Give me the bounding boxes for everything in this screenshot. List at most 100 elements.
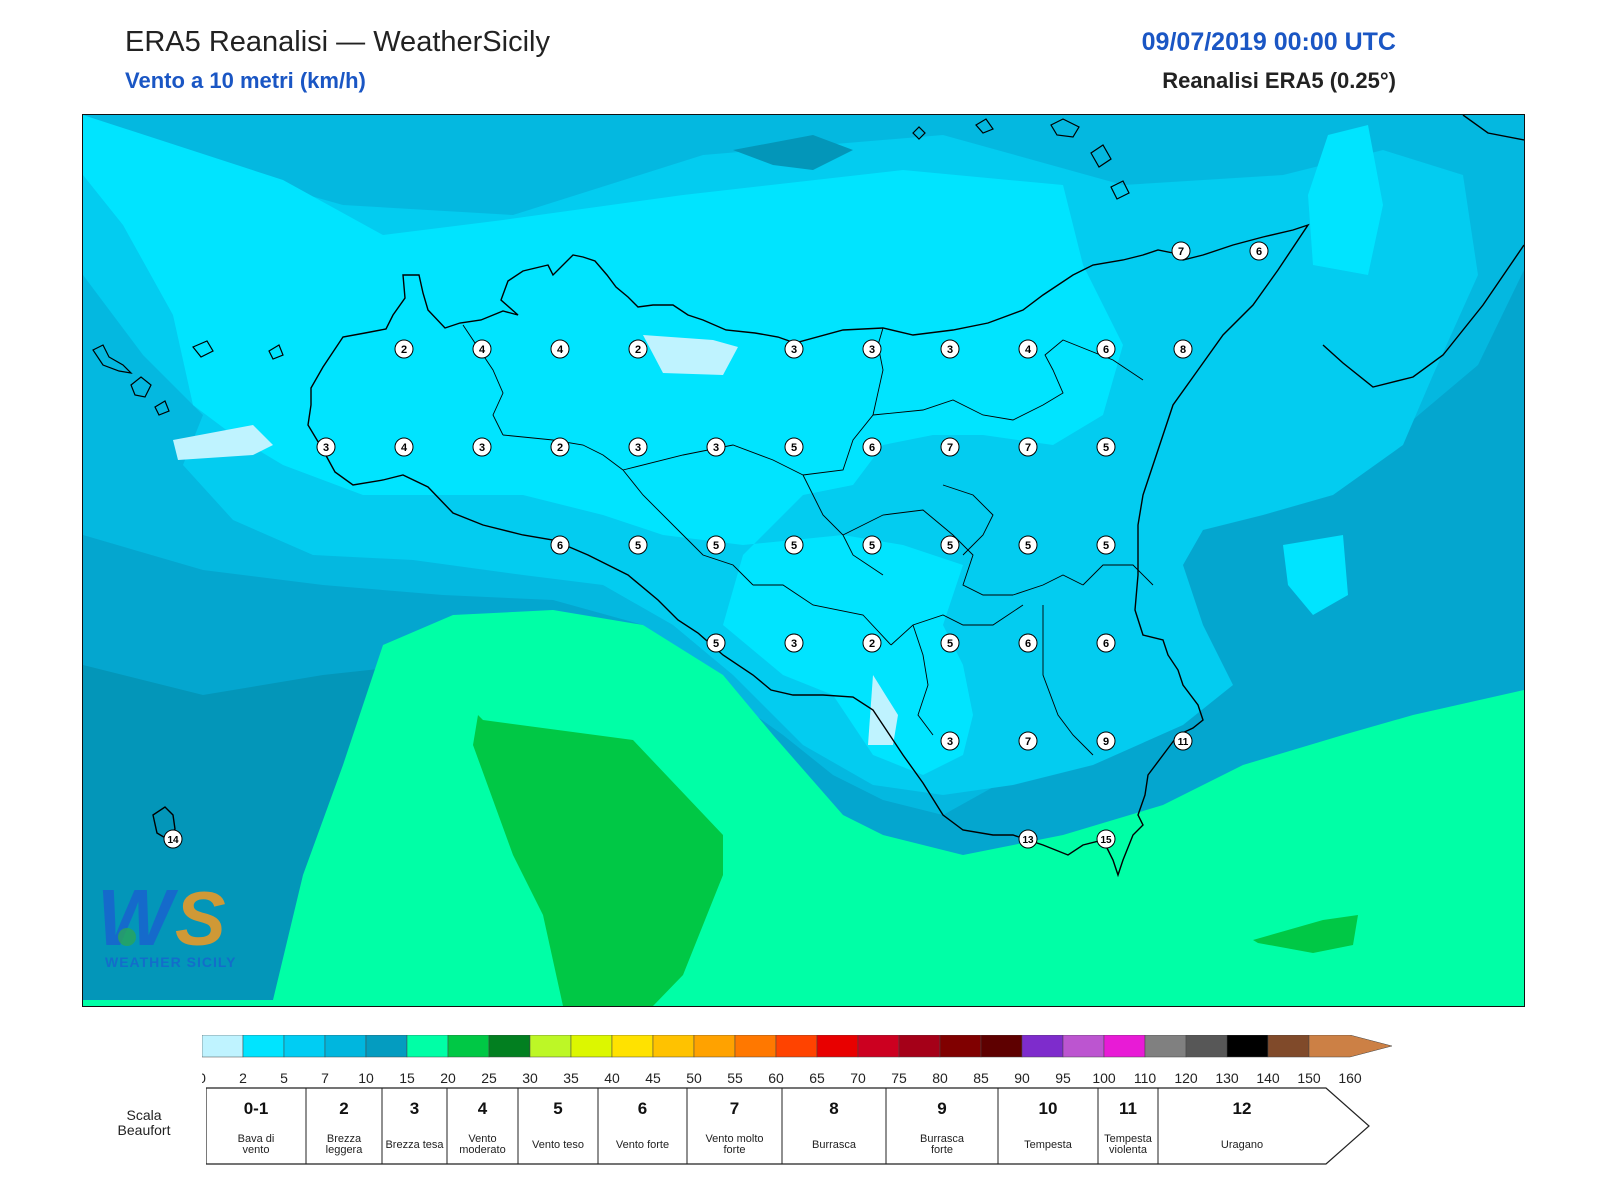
station-value: 5 (1103, 442, 1109, 454)
beaufort-scale: 0-1 Bava di vento 2 Brezza leggera 3 Brezza tes… (206, 1087, 1370, 1165)
station-value: 9 (1103, 736, 1109, 748)
beaufort-description: Bava di vento (238, 1133, 275, 1156)
station-value: 2 (869, 638, 875, 650)
station-value: 3 (713, 442, 719, 454)
station-marker: 5 (784, 535, 804, 555)
beaufort-description: Brezza tesa (385, 1139, 444, 1151)
station-value: 13 (1022, 835, 1034, 846)
colorbar-cell (283, 1035, 326, 1058)
colorbar-cell (365, 1035, 408, 1058)
colorbar-tick-label: 100 (1092, 1070, 1116, 1086)
station-marker: 5 (862, 535, 882, 555)
station-marker: 6 (1096, 633, 1116, 653)
colorbar-tick-label: 2 (239, 1070, 247, 1086)
colorbar-cell (242, 1035, 285, 1058)
colorbar-tick-label: 130 (1215, 1070, 1239, 1086)
station-value: 7 (947, 442, 953, 454)
station-value: 5 (947, 540, 953, 552)
colorbar-tick-label: 35 (563, 1070, 579, 1086)
beaufort-description: Vento moderato (459, 1133, 505, 1156)
wind-speed-fills (83, 115, 1524, 1006)
station-value: 11 (1178, 737, 1189, 748)
colorbar-cell (775, 1035, 818, 1058)
station-value: 3 (323, 442, 329, 454)
colorbar-cell (406, 1035, 449, 1058)
station-marker: 6 (1096, 339, 1116, 359)
station-marker: 5 (940, 535, 960, 555)
station-marker: 3 (784, 339, 804, 359)
map-title: ERA5 Reanalisi — WeatherSicily (125, 26, 550, 58)
svg-text:S: S (175, 877, 226, 962)
station-value: 6 (1256, 246, 1262, 258)
station-marker: 8 (1173, 339, 1193, 359)
colorbar-cell (447, 1035, 490, 1058)
map-subtitle: Vento a 10 metri (km/h) (125, 68, 366, 93)
colorbar-cell (1144, 1035, 1187, 1058)
station-marker: 2 (550, 437, 570, 457)
station-marker: 4 (394, 437, 414, 457)
colorbar-tick-label: 40 (604, 1070, 620, 1086)
station-value: 7 (1025, 442, 1031, 454)
station-value: 3 (869, 344, 875, 356)
colorbar-tick-label: 70 (850, 1070, 866, 1086)
colorbar-tick-label: 160 (1338, 1070, 1362, 1086)
station-marker: 3 (706, 437, 726, 457)
colorbar-tick-label: 20 (440, 1070, 456, 1086)
station-value: 3 (479, 442, 485, 454)
station-marker: 5 (1096, 437, 1116, 457)
station-marker: 5 (1018, 535, 1038, 555)
colorbar-cell (980, 1035, 1023, 1058)
beaufort-description: Tempesta (1024, 1139, 1073, 1151)
station-value: 6 (1025, 638, 1031, 650)
colorbar-cell (202, 1035, 244, 1058)
station-value: 7 (1025, 736, 1031, 748)
colorbar-cell (816, 1035, 859, 1058)
station-marker: 3 (784, 633, 804, 653)
colorbar-cell (611, 1035, 654, 1058)
colorbar-tick-label: 80 (932, 1070, 948, 1086)
colorbar-cell (1185, 1035, 1228, 1058)
colorbar-tick-label: 7 (321, 1070, 329, 1086)
colorbar-tick-label: 65 (809, 1070, 825, 1086)
model-label: Reanalisi ERA5 (0.25°) (1162, 68, 1396, 93)
station-marker: 3 (940, 731, 960, 751)
station-marker: 6 (1018, 633, 1038, 653)
station-marker: 7 (1171, 241, 1191, 261)
colorbar-tick-label: 10 (358, 1070, 374, 1086)
colorbar-tick-label: 75 (891, 1070, 907, 1086)
station-value: 2 (401, 344, 407, 356)
station-value: 2 (557, 442, 563, 454)
station-value: 15 (1100, 835, 1112, 846)
station-value: 5 (713, 540, 719, 552)
station-marker: 3 (940, 339, 960, 359)
colorbar-cell (898, 1035, 941, 1058)
colorbar-cell (693, 1035, 736, 1058)
sicily-coastline (92, 115, 1524, 878)
colorbar-cell (857, 1035, 900, 1058)
colorbar-cell (1103, 1035, 1146, 1058)
station-marker: 5 (706, 633, 726, 653)
station-value: 5 (1025, 540, 1031, 552)
colorbar-tick-label: 150 (1297, 1070, 1321, 1086)
station-marker: 6 (550, 535, 570, 555)
station-marker: 4 (550, 339, 570, 359)
colorbar-cell (324, 1035, 367, 1058)
colorbar-tick-label: 120 (1174, 1070, 1198, 1086)
colorbar-tick-label: 110 (1134, 1070, 1157, 1086)
station-marker: 3 (472, 437, 492, 457)
station-marker: 6 (1249, 241, 1269, 261)
valid-datetime: 09/07/2019 00:00 UTC (1141, 28, 1396, 56)
beaufort-force: 12 (1233, 1099, 1252, 1118)
colorbar-cell (1267, 1035, 1310, 1058)
station-value: 5 (1103, 540, 1109, 552)
station-value: 7 (1178, 246, 1184, 258)
station-marker: 2 (394, 339, 414, 359)
station-marker: 5 (706, 535, 726, 555)
station-marker: 9 (1096, 731, 1116, 751)
station-value: 5 (947, 638, 953, 650)
station-value: 5 (713, 638, 719, 650)
beaufort-force: 8 (829, 1099, 838, 1118)
station-value: 4 (557, 344, 564, 356)
colorbar-tick-label: 85 (973, 1070, 989, 1086)
station-value: 6 (869, 442, 875, 454)
